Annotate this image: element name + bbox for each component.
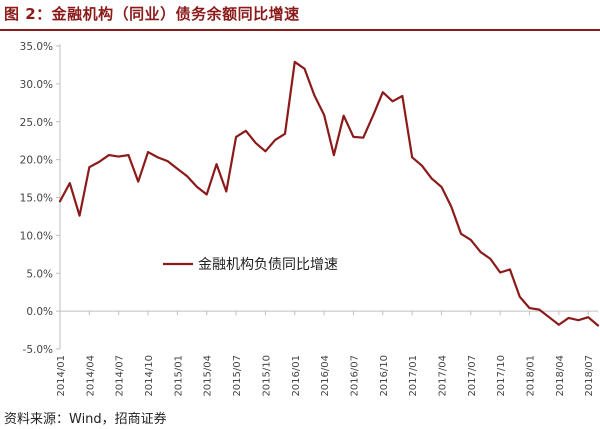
x-tick-label: 2015/01 [173, 355, 184, 397]
x-tick-label: 2016/01 [291, 355, 302, 397]
x-tick-label: 2014/10 [144, 355, 155, 397]
y-tick-label: 0.0% [26, 306, 53, 318]
y-tick-label: 20.0% [20, 155, 53, 167]
x-tick-label: 2014/04 [85, 355, 96, 397]
x-tick-label: 2018/04 [555, 355, 566, 397]
y-tick-label: 30.0% [20, 79, 53, 91]
x-tick-label: 2015/04 [203, 355, 214, 397]
x-tick-label: 2014/07 [115, 355, 126, 397]
legend-label: 金融机构负债同比增速 [198, 257, 338, 273]
y-tick-label: 15.0% [20, 193, 53, 205]
x-tick-label: 2017/01 [408, 355, 419, 397]
x-axis: 2014/01 2014/04 2014/07 2014/10 2015/01 2015/… [56, 310, 598, 397]
x-tick-label: 2016/10 [379, 355, 390, 397]
x-tick-label: 2014/01 [56, 355, 67, 397]
x-tick-label: 2016/04 [320, 355, 331, 397]
y-tick-label: 5.0% [26, 268, 53, 280]
x-tick-label: 2017/04 [437, 355, 448, 397]
x-tick-label: 2018/01 [526, 355, 537, 397]
legend: 金融机构负债同比增速 [163, 257, 338, 273]
figure-title: 图 2：金融机构（同业）债务余额同比增速 [4, 5, 300, 23]
x-tick-label: 2017/10 [496, 355, 507, 397]
x-tick-label: 2018/07 [584, 355, 595, 397]
series-line [58, 60, 600, 327]
source-note: 资料来源：Wind，招商证券 [4, 412, 167, 427]
series-layer [58, 60, 600, 327]
x-tick-label: 2015/10 [261, 355, 272, 397]
y-tick-label: 25.0% [20, 117, 53, 129]
y-tick-label: 10.0% [20, 230, 53, 242]
title-rule [0, 29, 600, 31]
x-tick-label: 2017/07 [467, 355, 478, 397]
y-axis: 35.0% 30.0% 25.0% 20.0% 15.0% 10.0% 5.0% 0.0% -5… [20, 41, 61, 356]
x-tick-label: 2015/07 [232, 355, 243, 397]
y-tick-label: 35.0% [20, 41, 53, 53]
x-tick-label: 2016/07 [349, 355, 360, 397]
y-tick-label: -5.0% [23, 344, 53, 356]
